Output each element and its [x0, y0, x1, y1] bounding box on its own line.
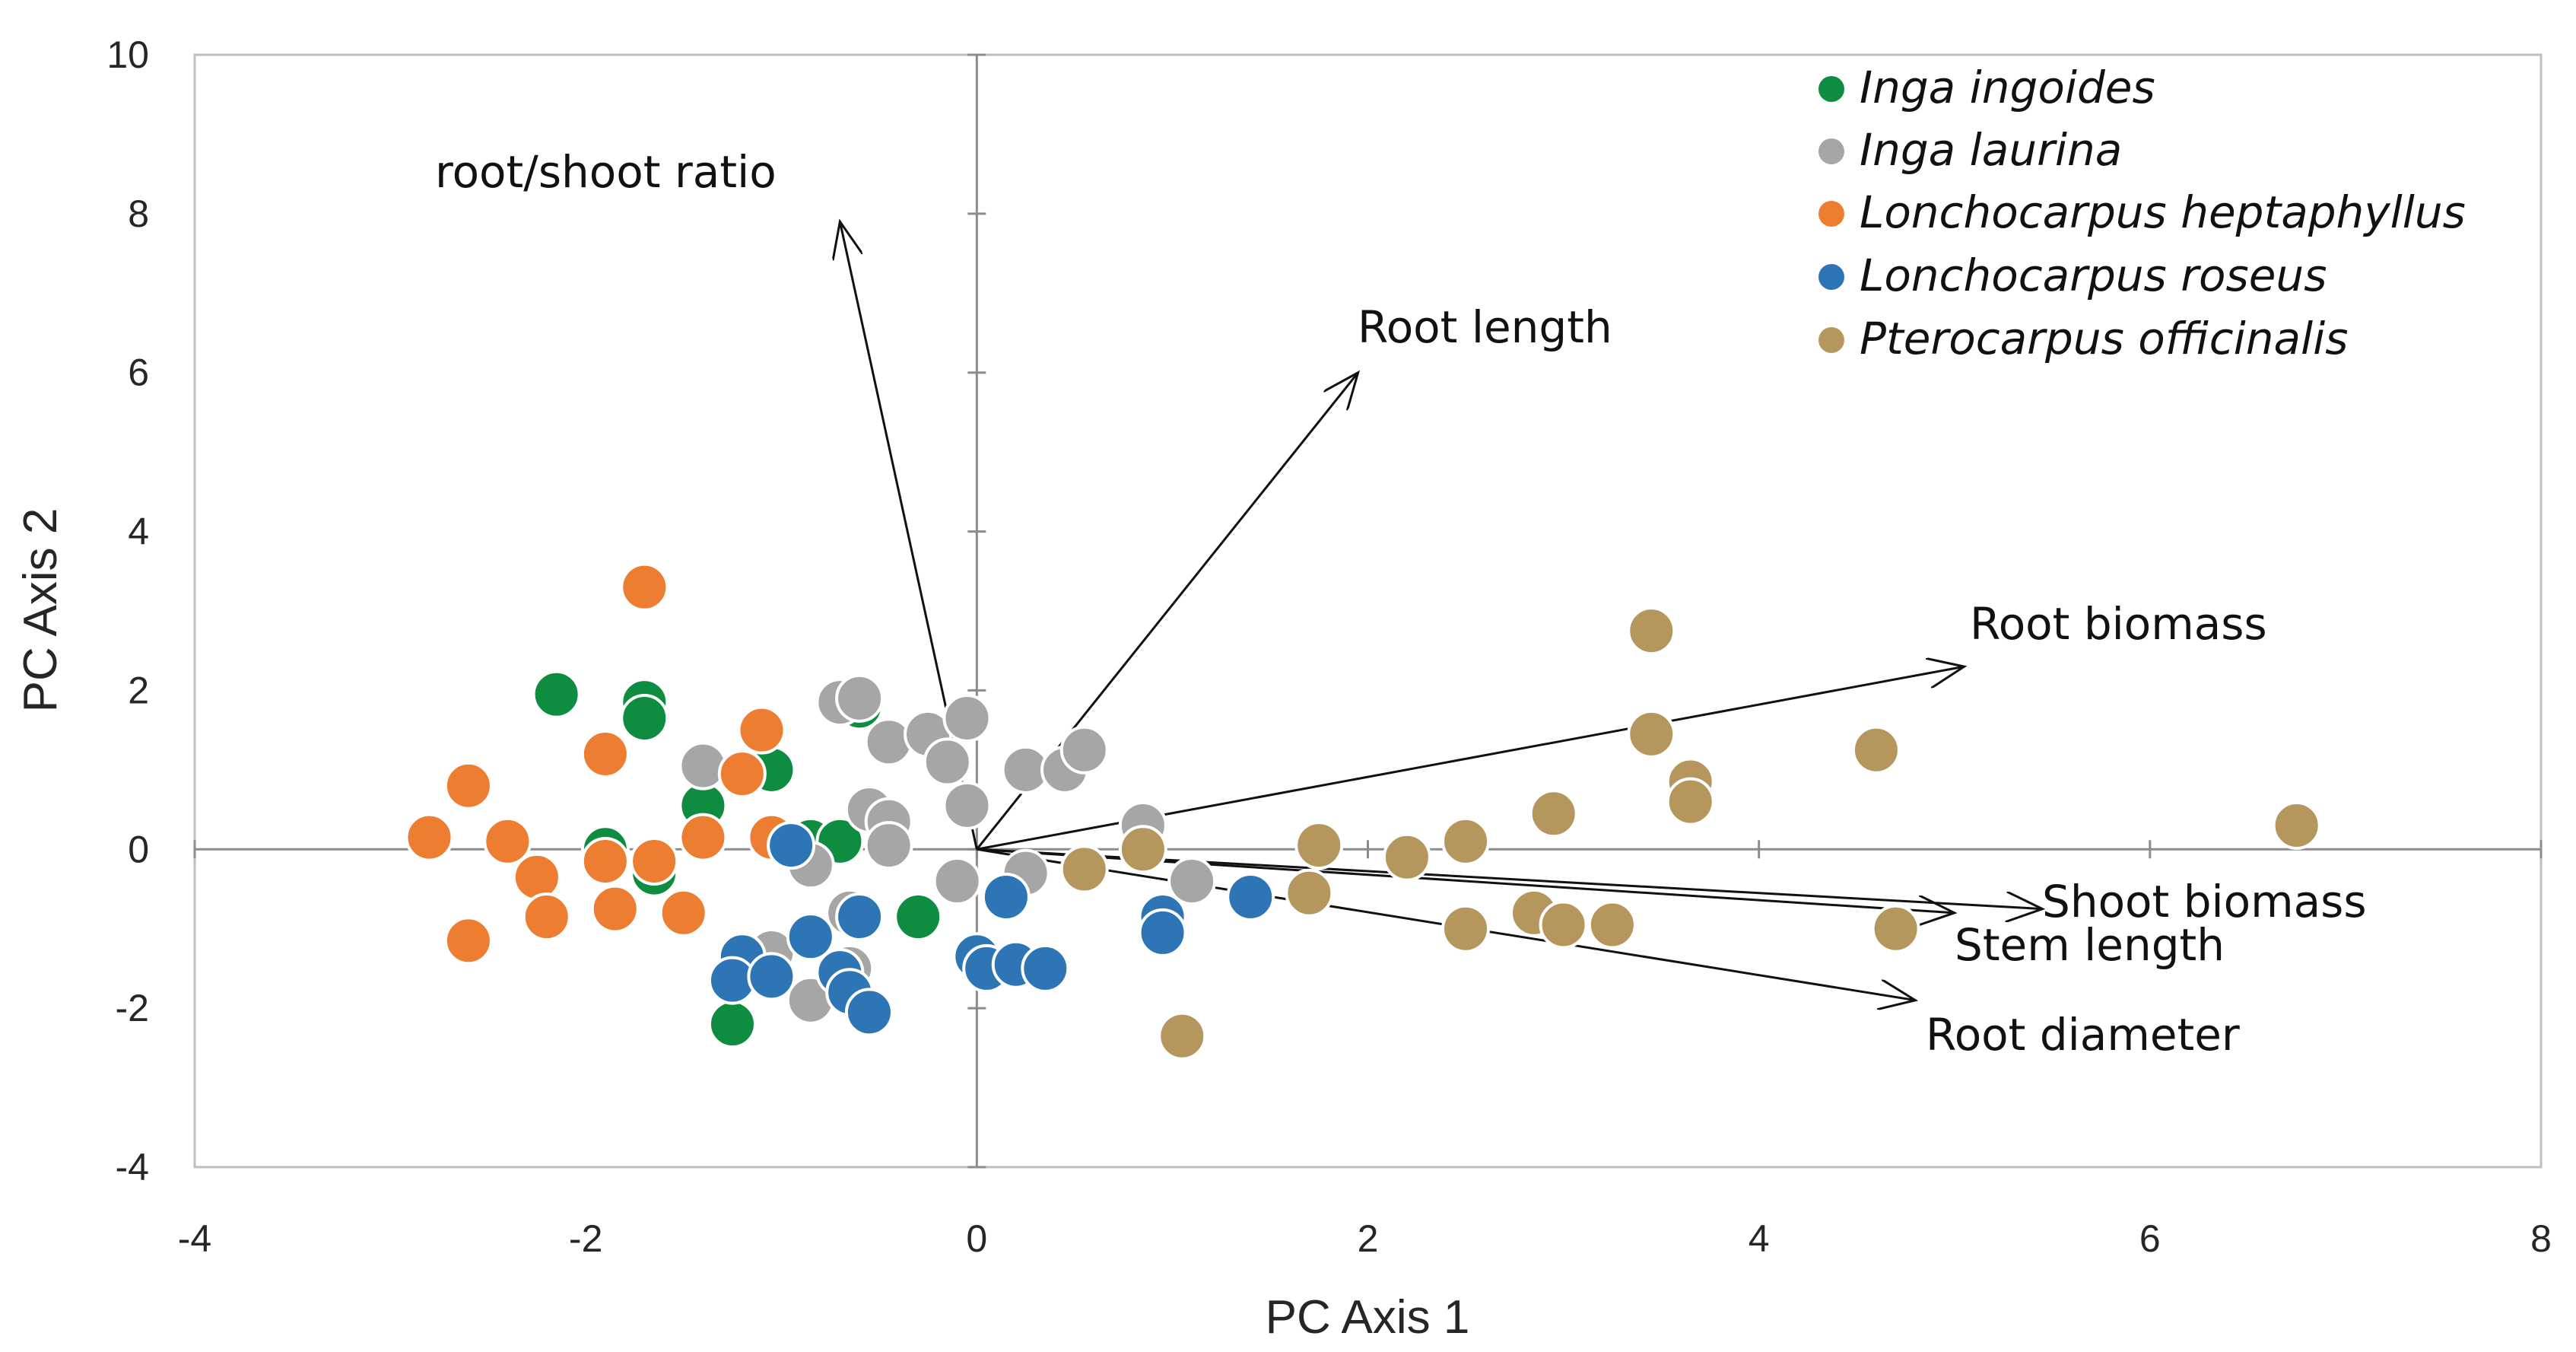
- plot-area-frame: [193, 53, 2543, 1169]
- point-pterocarpus-officinalis: [1441, 816, 1491, 866]
- point-lonchocarpus-roseus: [835, 892, 885, 942]
- legend-label-inga-laurina: Inga laurina: [1860, 124, 2122, 176]
- vector-label-root-diameter: Root diameter: [1926, 1009, 2240, 1061]
- legend-label-lonchocarpus-roseus: Lonchocarpus roseus: [1860, 250, 2327, 301]
- legend-marker-lonchocarpus-roseus: [1818, 264, 1844, 290]
- point-inga-laurina: [864, 821, 913, 870]
- point-inga-laurina: [678, 741, 728, 791]
- legend-label-lonchocarpus-heptaphyllus: Lonchocarpus heptaphyllus: [1860, 186, 2466, 238]
- point-pterocarpus-officinalis: [1441, 904, 1491, 953]
- point-inga-laurina: [835, 673, 885, 723]
- point-lonchocarpus-heptaphyllus: [737, 705, 786, 755]
- point-inga-laurina: [1059, 725, 1109, 775]
- point-lonchocarpus-roseus: [767, 821, 816, 870]
- point-lonchocarpus-roseus: [1226, 872, 1275, 921]
- point-lonchocarpus-roseus: [786, 912, 835, 962]
- legend-marker-inga-laurina: [1818, 138, 1844, 164]
- point-pterocarpus-officinalis: [1158, 1011, 1207, 1061]
- y-tick-label: -2: [116, 987, 149, 1029]
- vector-labels: root/shoot ratio Root length Root biomas…: [435, 146, 2367, 1061]
- legend-marker-lonchocarpus-heptaphyllus: [1818, 201, 1844, 227]
- legend-marker-inga-ingoides: [1818, 76, 1844, 102]
- point-pterocarpus-officinalis: [1529, 789, 1578, 838]
- point-pterocarpus-officinalis: [1118, 825, 1167, 874]
- point-pterocarpus-officinalis: [1059, 845, 1109, 894]
- point-lonchocarpus-heptaphyllus: [405, 813, 454, 862]
- point-lonchocarpus-heptaphyllus: [580, 836, 630, 886]
- point-inga-ingoides: [620, 693, 669, 743]
- point-pterocarpus-officinalis: [1627, 606, 1676, 656]
- point-lonchocarpus-roseus: [747, 952, 796, 1001]
- x-tick-label: 4: [1749, 1217, 1770, 1260]
- y-tick-label: 8: [128, 192, 149, 235]
- point-pterocarpus-officinalis: [1666, 777, 1715, 826]
- point-pterocarpus-officinalis: [2272, 800, 2321, 850]
- point-lonchocarpus-heptaphyllus: [590, 884, 640, 934]
- point-inga-ingoides: [532, 670, 581, 719]
- x-tick-label: 0: [966, 1217, 987, 1260]
- point-inga-laurina: [932, 857, 982, 906]
- point-lonchocarpus-roseus: [844, 988, 894, 1037]
- point-inga-laurina: [942, 781, 992, 830]
- y-tick-label: -4: [116, 1146, 149, 1188]
- point-lonchocarpus-roseus: [1138, 908, 1187, 957]
- legend: Inga ingoides Inga laurina Lonchocarpus …: [1818, 62, 2466, 364]
- x-tick-label: 2: [1358, 1217, 1379, 1260]
- point-lonchocarpus-heptaphyllus: [659, 888, 708, 937]
- point-lonchocarpus-heptaphyllus: [443, 761, 493, 810]
- y-tick-label: 4: [128, 511, 149, 553]
- point-lonchocarpus-heptaphyllus: [522, 892, 571, 942]
- x-axis-title: PC Axis 1: [1266, 1291, 1470, 1344]
- point-lonchocarpus-heptaphyllus: [512, 852, 561, 902]
- point-inga-laurina: [942, 693, 992, 743]
- y-tick-label: 10: [106, 33, 149, 76]
- point-lonchocarpus-heptaphyllus: [443, 916, 493, 965]
- point-lonchocarpus-heptaphyllus: [630, 836, 679, 886]
- point-lonchocarpus-heptaphyllus: [580, 729, 630, 778]
- point-pterocarpus-officinalis: [1285, 868, 1334, 918]
- point-pterocarpus-officinalis: [1539, 900, 1588, 950]
- vector-label-root-biomass: Root biomass: [1970, 598, 2267, 650]
- legend-label-pterocarpus-officinalis: Pterocarpus officinalis: [1860, 313, 2348, 364]
- vector-label-shoot-biomass: Shoot biomass: [2042, 876, 2367, 927]
- tick-labels: -4 -2 0 2 4 6 8 -4 -2 0 2 4 6 8 10: [106, 33, 2552, 1260]
- legend-marker-pterocarpus-officinalis: [1818, 327, 1844, 353]
- point-lonchocarpus-heptaphyllus: [717, 749, 767, 799]
- point-pterocarpus-officinalis: [1627, 709, 1676, 759]
- point-inga-ingoides: [707, 1000, 757, 1049]
- point-lonchocarpus-heptaphyllus: [620, 562, 669, 612]
- point-pterocarpus-officinalis: [1587, 900, 1637, 950]
- vector-label-root-shoot-ratio: root/shoot ratio: [435, 146, 777, 198]
- vector-label-root-length: Root length: [1358, 301, 1612, 353]
- point-lonchocarpus-roseus: [1021, 943, 1070, 993]
- y-axis-title: PC Axis 2: [14, 508, 67, 713]
- point-pterocarpus-officinalis: [1871, 904, 1920, 953]
- point-inga-laurina: [923, 737, 972, 787]
- point-pterocarpus-officinalis: [1382, 832, 1431, 882]
- point-inga-ingoides: [894, 892, 943, 942]
- y-tick-label: 2: [128, 669, 149, 711]
- y-tick-label: 6: [128, 352, 149, 394]
- point-inga-laurina: [864, 717, 913, 767]
- y-tick-label: 0: [128, 828, 149, 870]
- vector-label-stem-length: Stem length: [1955, 919, 2225, 971]
- x-tick-label: 6: [2139, 1217, 2161, 1260]
- point-inga-laurina: [1167, 857, 1217, 906]
- point-lonchocarpus-heptaphyllus: [483, 816, 532, 866]
- legend-label-inga-ingoides: Inga ingoides: [1860, 62, 2155, 113]
- point-lonchocarpus-roseus: [981, 872, 1031, 921]
- point-lonchocarpus-heptaphyllus: [678, 813, 728, 862]
- point-pterocarpus-officinalis: [1294, 821, 1344, 870]
- x-tick-label: 8: [2530, 1217, 2552, 1260]
- x-tick-label: -4: [178, 1217, 211, 1260]
- point-pterocarpus-officinalis: [1851, 725, 1901, 775]
- data-points: [405, 562, 2321, 1061]
- x-tick-label: -2: [569, 1217, 602, 1260]
